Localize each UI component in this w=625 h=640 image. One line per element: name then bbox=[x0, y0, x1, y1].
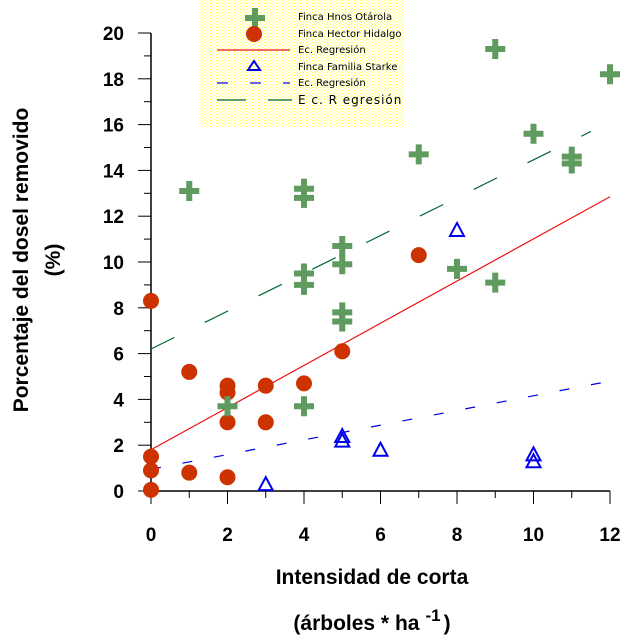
legend-item: Finca Familia Starke bbox=[246, 59, 397, 73]
point-hidalgo bbox=[334, 343, 351, 360]
point-hidalgo bbox=[181, 363, 198, 380]
legend-item: Finca Hnos Otárola bbox=[245, 8, 392, 28]
y-tick-label: 20 bbox=[103, 24, 124, 45]
point-otarola bbox=[408, 144, 429, 165]
point-otarola bbox=[332, 235, 353, 256]
point-otarola bbox=[179, 181, 200, 202]
legend-circle-icon bbox=[246, 26, 262, 42]
point-otarola bbox=[294, 187, 314, 208]
point-hidalgo bbox=[143, 462, 159, 479]
point-otarola bbox=[294, 396, 314, 417]
point-hidalgo bbox=[181, 464, 198, 481]
point-otarola bbox=[485, 39, 506, 60]
y-axis-title: Porcentaje del dosel removido bbox=[10, 108, 33, 413]
regression-lines bbox=[150, 130, 611, 470]
point-starke bbox=[524, 452, 543, 469]
point-otarola bbox=[217, 396, 238, 417]
point-starke bbox=[448, 220, 466, 237]
regression-line-otarola bbox=[150, 130, 592, 350]
legend-item: E c. R egresión bbox=[217, 93, 402, 107]
y-tick-label: 18 bbox=[103, 70, 124, 91]
point-otarola bbox=[485, 272, 506, 293]
legend: Finca Hnos Otárola Finca Hector Hidalgo Ec… bbox=[200, 0, 404, 127]
x-axis-units-superscript: -1 bbox=[425, 606, 440, 625]
point-hidalgo bbox=[219, 414, 236, 431]
y-tick-label: 0 bbox=[113, 482, 124, 503]
point-hidalgo bbox=[143, 448, 159, 465]
y-tick-label: 12 bbox=[103, 207, 124, 228]
legend-item: Ec. Regresión bbox=[217, 77, 366, 89]
legend-triangle-icon bbox=[246, 59, 262, 71]
x-axis-units-text: (árboles * ha bbox=[293, 612, 419, 635]
legend-label: Ec. Regresión bbox=[298, 44, 366, 56]
point-otarola bbox=[294, 274, 314, 295]
x-tick-label: 2 bbox=[222, 525, 233, 546]
y-tick-label: 10 bbox=[103, 253, 124, 274]
point-otarola bbox=[332, 311, 353, 332]
legend-item: Ec. Regresión bbox=[217, 44, 366, 56]
x-tick-label: 4 bbox=[299, 525, 310, 546]
x-tick-label: 10 bbox=[523, 525, 544, 546]
point-otarola bbox=[600, 64, 620, 85]
point-otarola bbox=[561, 153, 582, 174]
legend-label: Finca Hnos Otárola bbox=[298, 11, 392, 23]
x-axis-units-close: ) bbox=[444, 612, 451, 635]
y-tick-label: 2 bbox=[113, 436, 124, 457]
point-hidalgo bbox=[143, 292, 159, 309]
y-axis-title-units: (%) bbox=[42, 244, 65, 277]
legend-label: Finca Familia Starke bbox=[298, 62, 397, 73]
x-tick-label: 6 bbox=[375, 525, 386, 546]
y-tick-label: 16 bbox=[103, 116, 124, 137]
y-tick-label: 14 bbox=[103, 161, 125, 182]
y-tick-label: 8 bbox=[113, 299, 124, 320]
x-axis-title: Intensidad de corta bbox=[276, 566, 469, 589]
data-points bbox=[143, 39, 620, 498]
point-starke bbox=[333, 426, 351, 444]
regression-line-hidalgo bbox=[150, 196, 611, 451]
point-hidalgo bbox=[257, 377, 274, 394]
x-tick-label: 12 bbox=[599, 525, 620, 546]
legend-label: Finca Hector Hidalgo bbox=[298, 29, 401, 40]
point-otarola bbox=[294, 263, 314, 284]
point-otarola bbox=[332, 254, 353, 275]
point-starke bbox=[257, 475, 275, 492]
x-axis-title-units: (árboles * ha -1) bbox=[293, 606, 450, 635]
point-hidalgo bbox=[410, 247, 427, 264]
point-hidalgo bbox=[219, 384, 236, 401]
point-starke bbox=[371, 440, 390, 457]
regression-line-starke bbox=[150, 380, 611, 470]
legend-item: Finca Hector Hidalgo bbox=[246, 26, 401, 42]
legend-plus-icon bbox=[245, 8, 265, 28]
y-tick-label: 6 bbox=[113, 345, 124, 366]
x-tick-label: 0 bbox=[146, 525, 157, 546]
point-otarola bbox=[447, 258, 467, 279]
point-hidalgo bbox=[257, 414, 274, 431]
legend-background bbox=[200, 0, 404, 127]
y-tick-label: 4 bbox=[113, 390, 124, 411]
point-hidalgo bbox=[219, 469, 236, 486]
point-hidalgo bbox=[296, 375, 312, 392]
point-otarola bbox=[523, 123, 544, 144]
point-hidalgo bbox=[143, 481, 159, 498]
legend-label: E c. R egresión bbox=[298, 93, 402, 107]
point-starke bbox=[333, 431, 351, 448]
legend-label: Ec. Regresión bbox=[298, 77, 366, 89]
x-tick-label: 8 bbox=[452, 525, 463, 546]
point-starke bbox=[524, 445, 543, 462]
